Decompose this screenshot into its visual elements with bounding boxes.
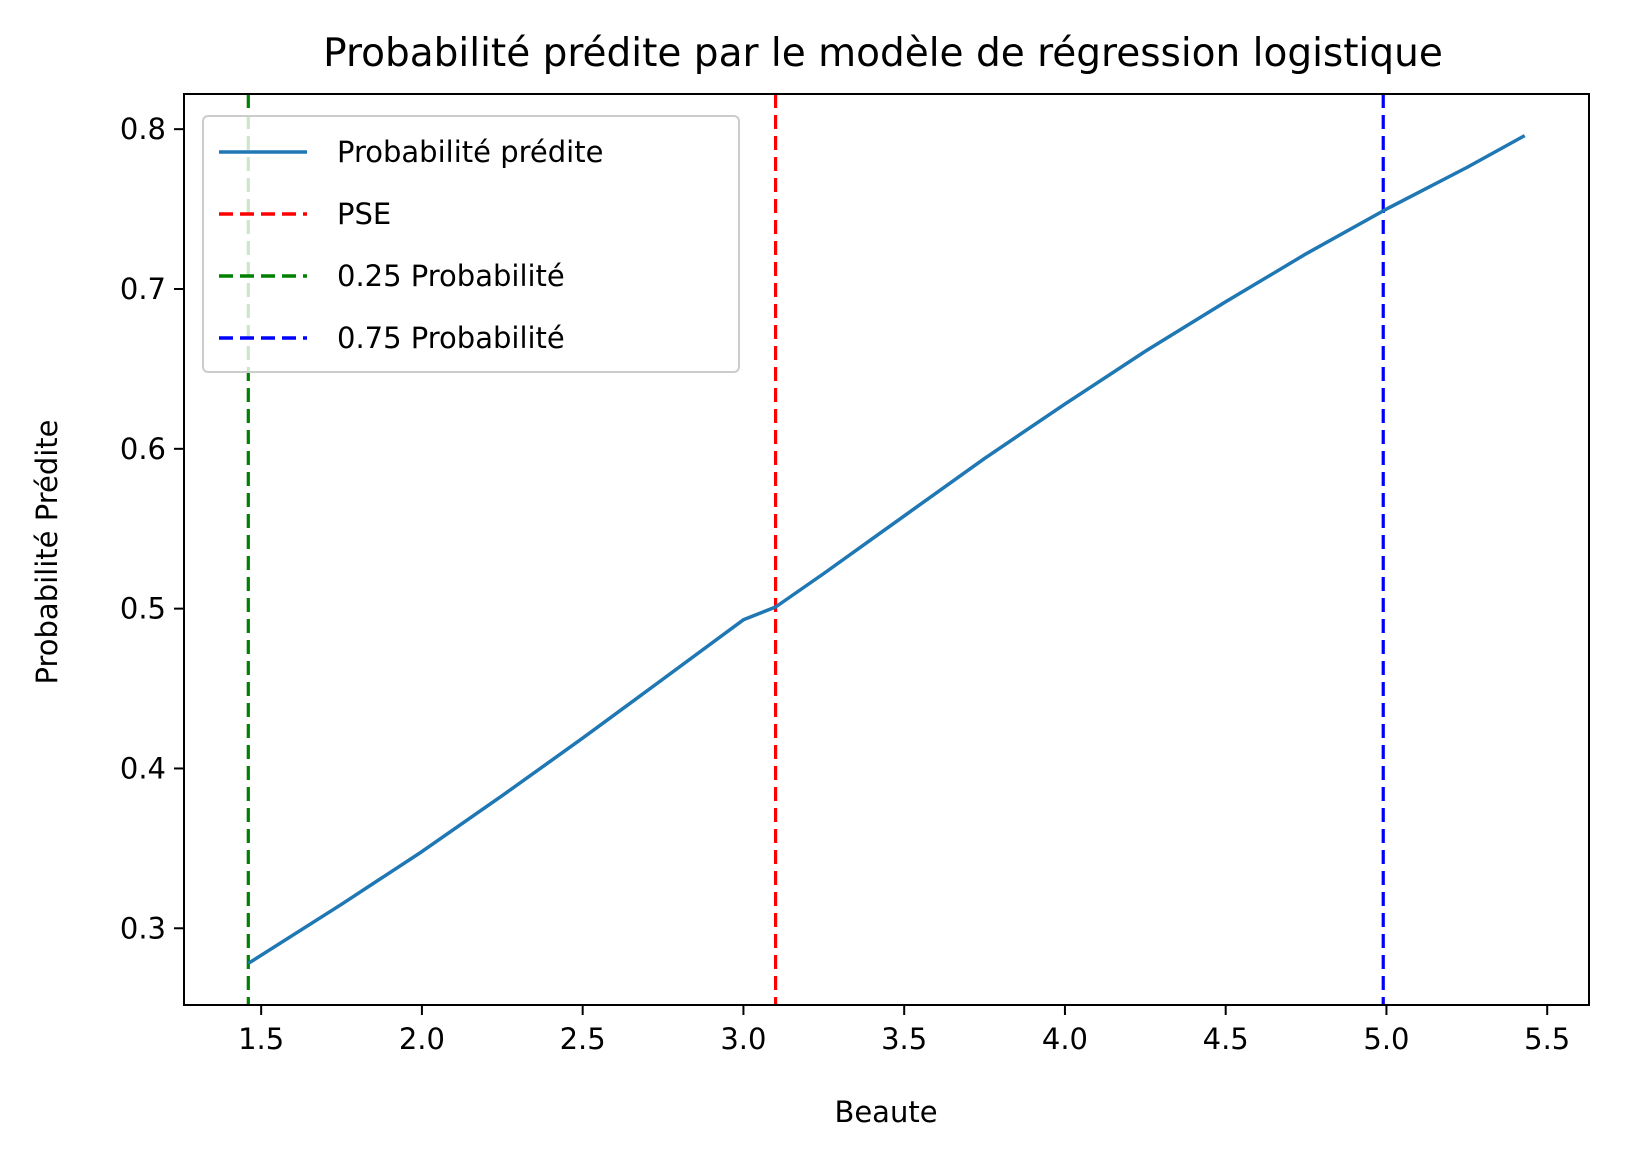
y-tick-label: 0.3 <box>120 911 166 945</box>
legend-label: 0.25 Probabilité <box>337 259 565 293</box>
axes-frame <box>183 93 1590 1006</box>
x-axis-title: Beaute <box>834 1095 937 1129</box>
legend-label: PSE <box>337 197 391 231</box>
y-axis-title: Probabilité Prédite <box>30 420 64 685</box>
x-tick-label: 1.5 <box>238 1022 284 1056</box>
x-tick-label: 3.0 <box>720 1022 766 1056</box>
legend-label: 0.75 Probabilité <box>337 321 565 355</box>
y-axis: 0.3 0.4 0.5 0.6 0.7 0.8 <box>120 112 184 945</box>
x-axis: 1.5 2.0 2.5 3.0 3.5 4.0 4.5 5.0 5.5 <box>238 1005 1570 1056</box>
x-tick-label: 2.5 <box>560 1022 606 1056</box>
legend: Probabilité prédite PSE 0.25 Probabilité 0.… <box>202 115 740 373</box>
x-tick-label: 5.5 <box>1524 1022 1570 1056</box>
x-tick-label: 5.0 <box>1363 1022 1409 1056</box>
series-line-0 <box>247 134 1526 965</box>
x-tick-label: 4.0 <box>1042 1022 1088 1056</box>
legend-label: Probabilité prédite <box>337 135 603 169</box>
legend-box <box>202 115 740 373</box>
y-tick-label: 0.7 <box>120 272 166 306</box>
y-tick-label: 0.8 <box>120 112 166 146</box>
y-tick-label: 0.6 <box>120 432 166 466</box>
x-tick-label: 2.0 <box>399 1022 445 1056</box>
chart-title: Probabilité prédite par le modèle de rég… <box>323 31 1443 76</box>
x-tick-label: 4.5 <box>1203 1022 1249 1056</box>
y-tick-label: 0.4 <box>120 751 166 785</box>
y-tick-label: 0.5 <box>120 592 166 626</box>
x-tick-label: 3.5 <box>881 1022 927 1056</box>
